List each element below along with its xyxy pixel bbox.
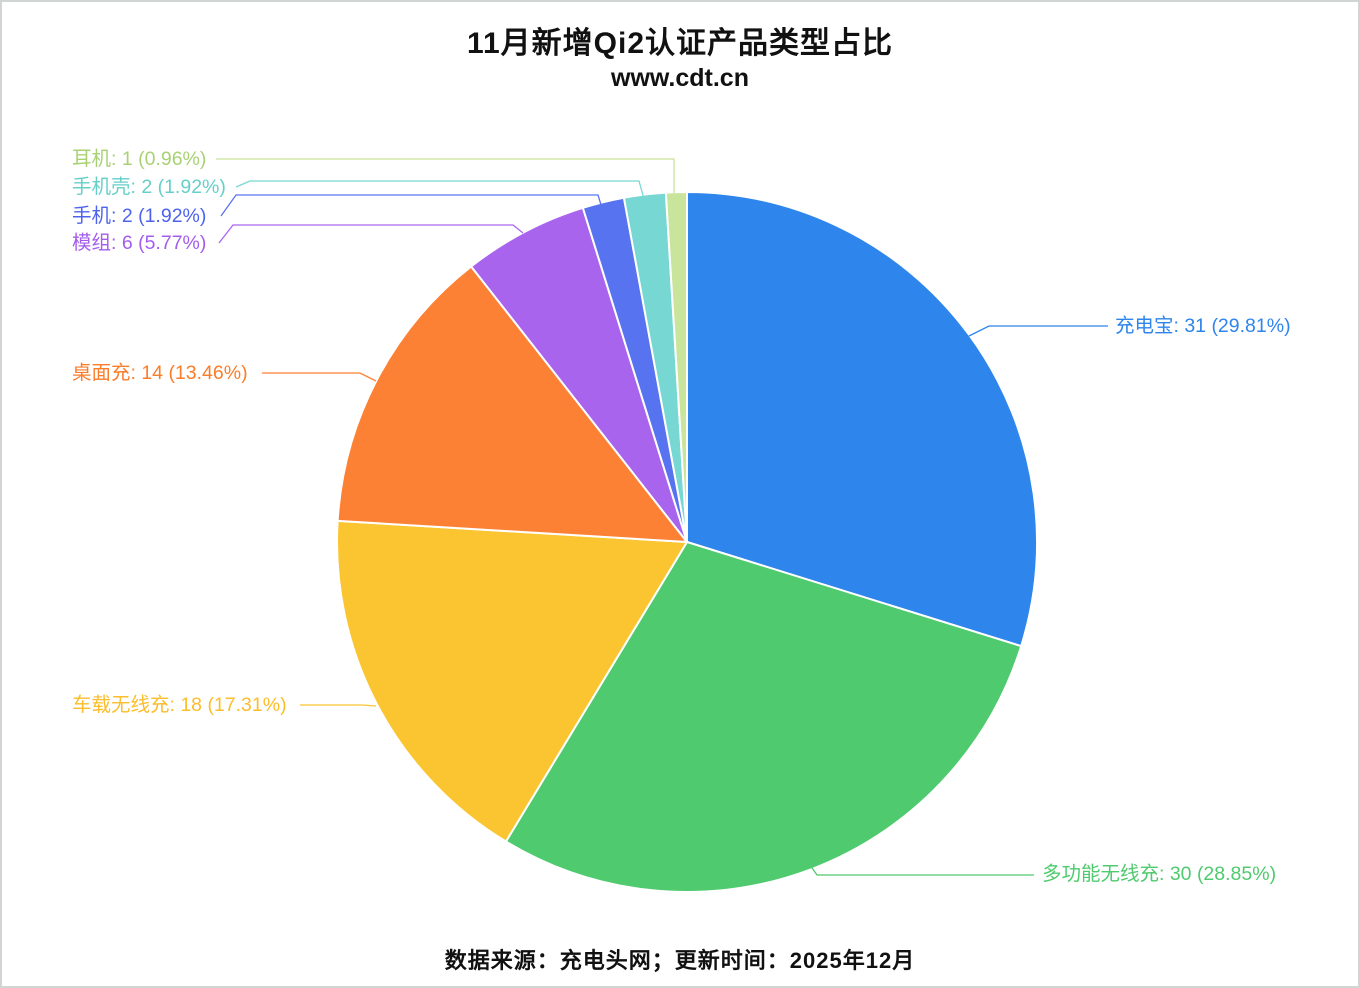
slice-label-车载无线充: 车载无线充: 18 (17.31%) bbox=[72, 694, 287, 716]
slice-label-充电宝: 充电宝: 31 (29.81%) bbox=[1115, 315, 1291, 337]
pie-slice-车载无线充[interactable] bbox=[336, 519, 688, 843]
pie-slice-充电宝[interactable] bbox=[686, 191, 1038, 648]
label-connector-手机壳 bbox=[235, 180, 645, 200]
label-connector-多功能无线充 bbox=[809, 864, 1034, 876]
label-connector-充电宝 bbox=[968, 325, 1108, 337]
label-connector-模组 bbox=[218, 224, 524, 244]
label-connector-车载无线充 bbox=[300, 704, 377, 707]
label-connector-桌面充 bbox=[262, 372, 377, 382]
chart-title: 11月新增Qi2认证产品类型占比 bbox=[466, 27, 894, 60]
data-source-note: 数据来源：充电头网；更新时间：2025年12月 bbox=[444, 948, 916, 973]
label-connector-耳机 bbox=[216, 158, 675, 193]
slice-label-手机: 手机: 2 (1.92%) bbox=[72, 205, 206, 227]
chart-subtitle: www.cdt.cn bbox=[611, 64, 749, 92]
slice-label-耳机: 耳机: 1 (0.96%) bbox=[72, 148, 206, 170]
slice-label-模组: 模组: 6 (5.77%) bbox=[72, 232, 206, 254]
slice-label-桌面充: 桌面充: 14 (13.46%) bbox=[72, 362, 248, 384]
pie-slice-桌面充[interactable] bbox=[336, 265, 688, 543]
slice-label-多功能无线充: 多功能无线充: 30 (28.85%) bbox=[1042, 863, 1276, 885]
label-connector-手机 bbox=[220, 194, 603, 217]
pie-slice-模组[interactable] bbox=[470, 206, 688, 543]
pie-slice-耳机[interactable] bbox=[664, 191, 688, 543]
slice-label-手机壳: 手机壳: 2 (1.92%) bbox=[72, 176, 226, 198]
